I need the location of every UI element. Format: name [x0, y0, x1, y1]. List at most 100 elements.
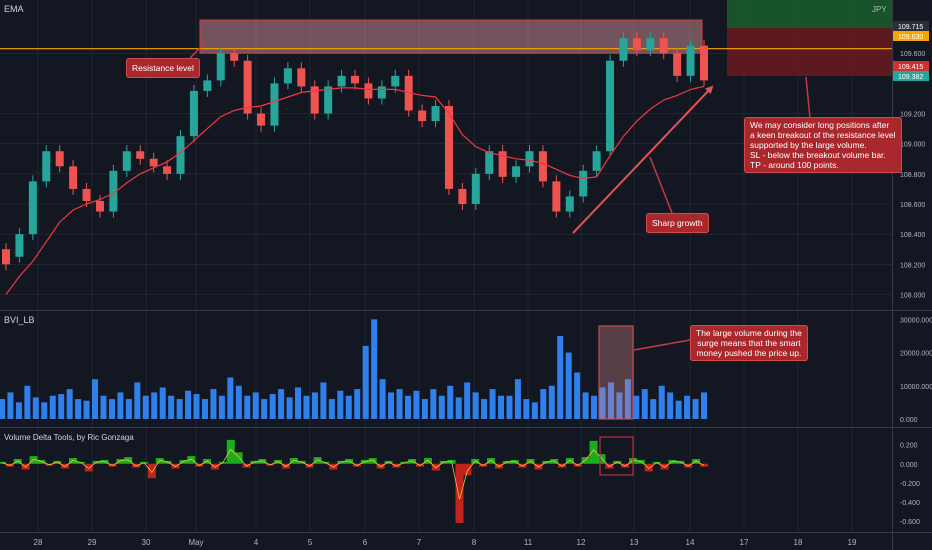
long-note-line: We may consider long positions after	[750, 120, 890, 130]
delta-area	[597, 454, 606, 464]
price-pane-title[interactable]: EMA	[4, 4, 24, 14]
candle	[283, 68, 292, 84]
y-tick-label: 108.800	[900, 172, 925, 179]
candle	[579, 170, 588, 197]
delta-area	[565, 458, 574, 464]
candle	[485, 151, 494, 174]
x-tick-label: 19	[848, 538, 857, 547]
candle	[2, 249, 10, 265]
growth-callout-line	[649, 156, 673, 214]
candle	[498, 151, 507, 177]
delta-area	[210, 463, 219, 470]
volume-bar	[667, 392, 674, 419]
delta-area	[329, 463, 338, 470]
volume-bar	[252, 392, 259, 419]
volume-bar	[286, 397, 293, 419]
candle	[15, 234, 24, 257]
x-tick-label: 13	[630, 538, 639, 547]
volume-bar	[362, 345, 369, 419]
y-tick-label: 0.200	[900, 443, 918, 450]
delta-pane-title[interactable]: Volume Delta Tools, by Ric Gonzaga	[4, 433, 134, 442]
volume-bar	[658, 385, 665, 419]
volume-bar	[684, 395, 691, 419]
delta-area	[589, 440, 598, 464]
volume-bar	[328, 399, 335, 419]
resistance-annotation[interactable]: Resistance level	[126, 58, 200, 78]
volume-bar	[388, 392, 395, 419]
volume-bar	[438, 395, 445, 419]
volume-bar	[498, 395, 505, 419]
delta-area	[408, 458, 417, 464]
candle	[471, 173, 480, 204]
volume-bar	[430, 389, 437, 419]
candle	[659, 38, 668, 54]
candle	[592, 151, 601, 171]
candle	[377, 86, 386, 99]
volume-bar	[49, 395, 56, 419]
delta-area	[289, 458, 298, 464]
long-note-line: TP - around 100 points.	[750, 160, 839, 170]
volume-bar	[83, 400, 90, 419]
sharp-growth-annotation[interactable]: Sharp growth	[646, 213, 709, 233]
candle	[364, 83, 373, 99]
candle	[230, 53, 239, 61]
candle	[431, 106, 440, 122]
delta-group	[0, 439, 708, 524]
candle	[391, 75, 400, 87]
resistance-callout-line	[189, 42, 206, 59]
x-tick-label: 12	[577, 538, 586, 547]
volume-bar	[176, 399, 183, 419]
candle	[538, 151, 547, 182]
delta-highlight-box[interactable]	[599, 436, 634, 476]
long-note-line: a keen breakout of the resistance level	[750, 130, 896, 140]
volume-bar	[75, 399, 82, 419]
delta-area	[368, 458, 377, 464]
volume-bar	[142, 395, 149, 419]
stop-loss-zone[interactable]	[727, 28, 892, 76]
volume-bar	[591, 395, 598, 419]
candle	[565, 196, 574, 212]
volume-highlight-box[interactable]	[598, 325, 634, 420]
y-tick-label: 108.000	[900, 292, 925, 299]
volume-bar	[413, 390, 420, 419]
candle	[686, 45, 695, 76]
volume-note[interactable]: The large volume during the surge means …	[690, 325, 808, 361]
candle	[176, 136, 185, 174]
volume-bar	[41, 402, 48, 419]
volume-bar	[345, 395, 352, 419]
x-tick-label: May	[188, 538, 203, 547]
candle	[310, 86, 319, 114]
volume-bar	[404, 395, 411, 419]
volume-bar	[582, 392, 589, 419]
volume-bar	[108, 399, 115, 419]
y-tick-label: 109.000	[900, 142, 925, 149]
candle	[673, 53, 682, 76]
delta-area	[68, 458, 77, 464]
volume-bar	[168, 395, 175, 419]
volume-bar	[24, 385, 31, 419]
take-profit-zone[interactable]	[727, 0, 892, 28]
delta-area	[345, 458, 354, 464]
y-tick-label: 30000.000	[900, 317, 932, 324]
delta-area	[463, 463, 472, 476]
bvi-pane-title[interactable]: BVI_LB	[4, 315, 35, 325]
long-note-line: SL - below the breakout volume bar.	[750, 150, 886, 160]
volume-bar	[489, 389, 496, 419]
candle	[458, 188, 467, 204]
volume-bar	[641, 389, 648, 419]
volume-bar	[396, 389, 403, 419]
delta-area	[534, 463, 543, 470]
growth-trend-arrow[interactable]	[572, 85, 714, 234]
volume-bar	[675, 400, 682, 419]
volume-bar	[201, 399, 208, 419]
price-tag: 109.630	[898, 34, 923, 41]
volume-bar	[235, 385, 242, 419]
candle	[216, 53, 225, 81]
y-tick-label: 109.200	[900, 112, 925, 119]
price-tag: 109.715	[898, 24, 923, 31]
delta-line	[1, 448, 705, 500]
candle	[646, 38, 655, 51]
volume-bar	[557, 335, 564, 419]
long-position-note[interactable]: We may consider long positions after a k…	[744, 117, 902, 173]
candle	[351, 75, 359, 84]
